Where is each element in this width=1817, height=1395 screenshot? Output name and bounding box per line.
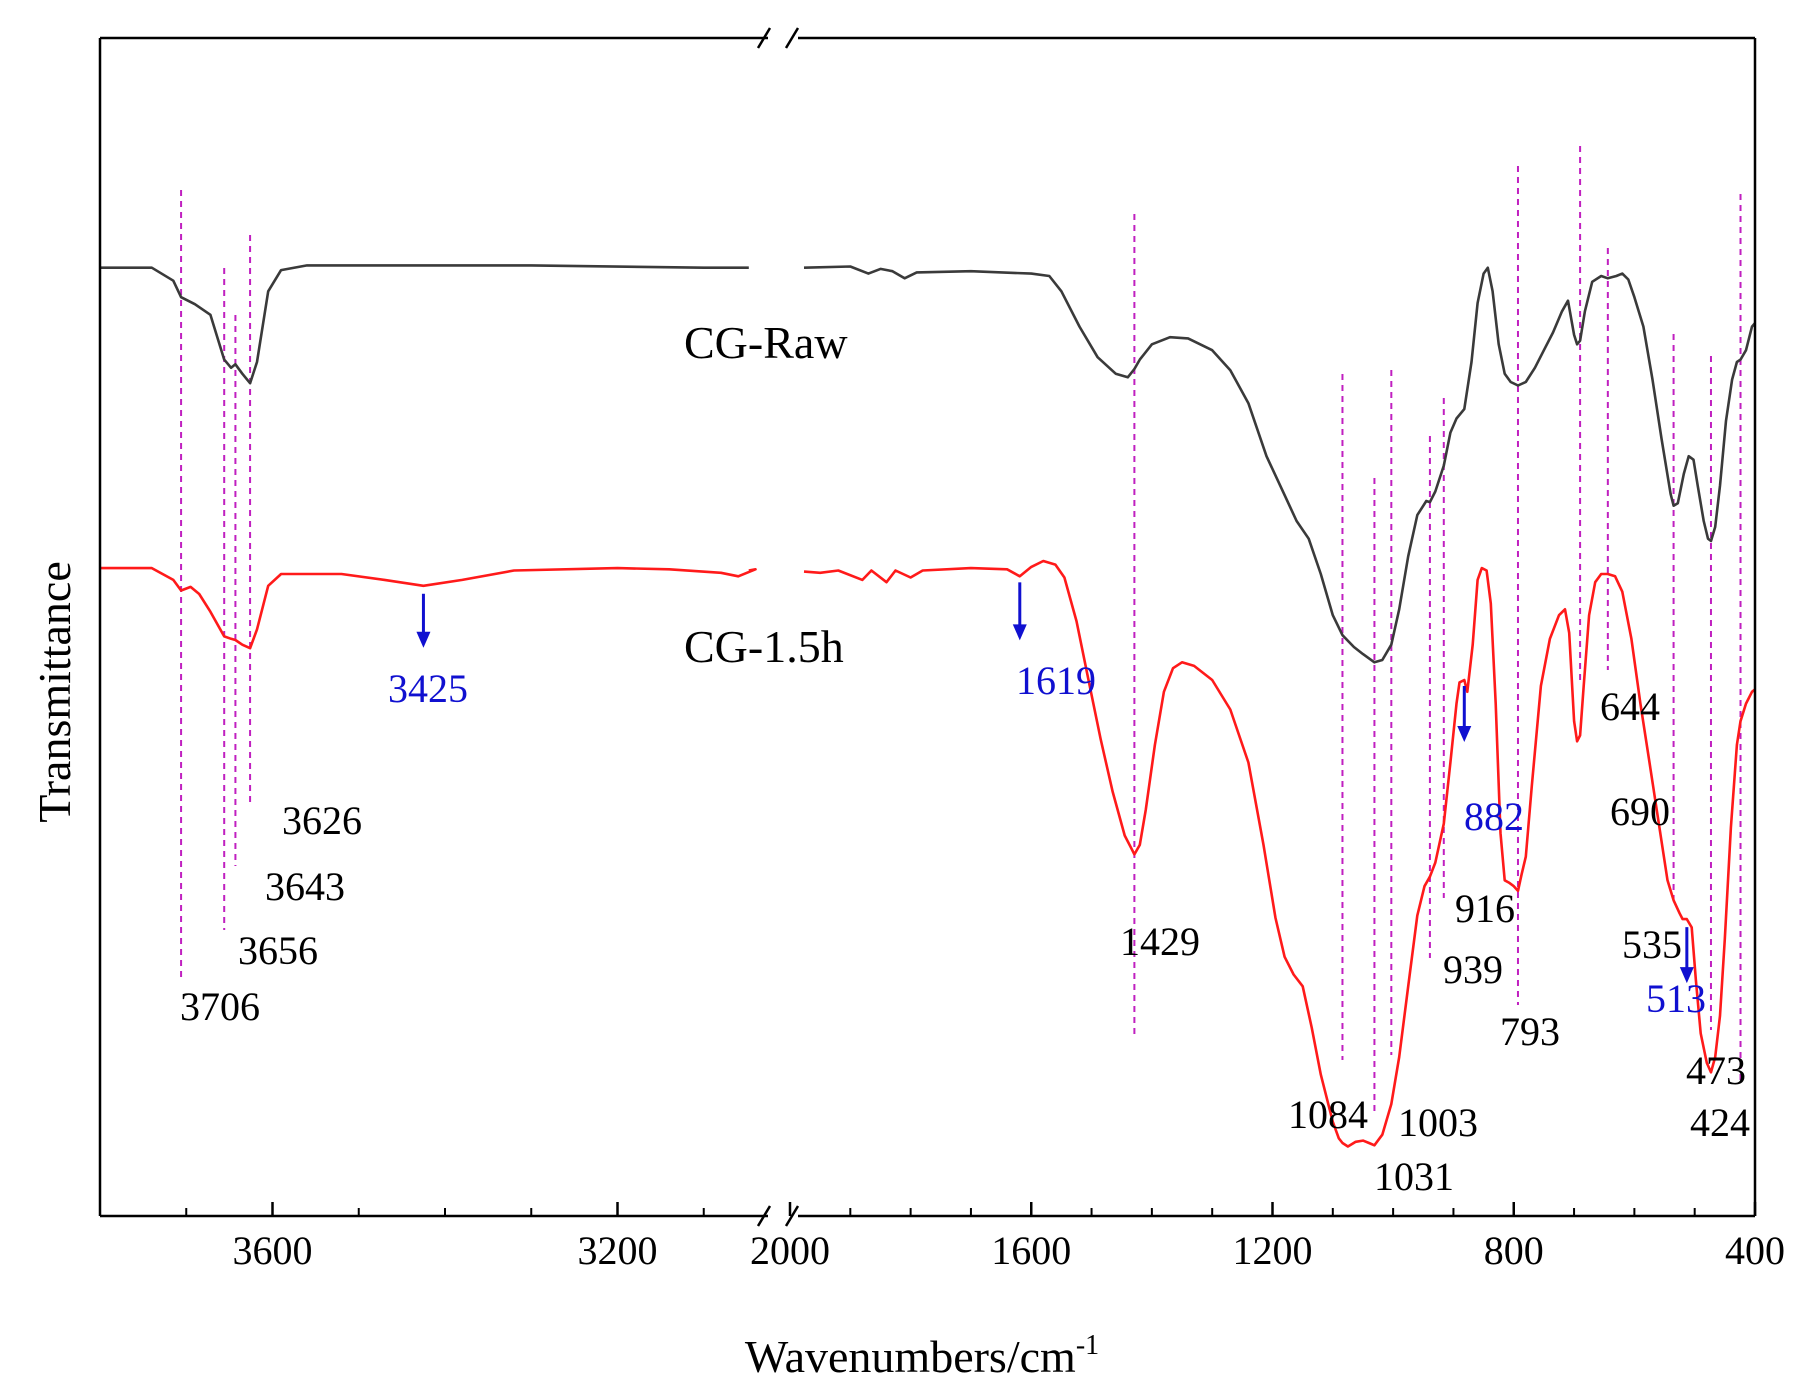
- series-lines: [100, 264, 1756, 1148]
- arrow-head-882: [1457, 726, 1472, 743]
- peak-label-690: 690: [1610, 789, 1670, 834]
- peak-label-1429: 1429: [1120, 919, 1200, 964]
- peak-label-1084: 1084: [1288, 1092, 1368, 1137]
- arrow-head-1619: [1012, 624, 1027, 641]
- axis-break-mark-bottom-1: [756, 1205, 772, 1227]
- x-axis-title-text: Wavenumbers/cm: [745, 1331, 1076, 1382]
- arrow-label-1619: 1619: [1016, 658, 1096, 703]
- peak-label-424: 424: [1690, 1100, 1750, 1145]
- reference-lines: [180, 146, 1742, 1115]
- arrow-annotations: [416, 582, 1694, 984]
- peak-label-916: 916: [1455, 886, 1515, 931]
- peak-label-793: 793: [1500, 1009, 1560, 1054]
- axis-break-mark-bottom-2: [784, 1205, 800, 1227]
- peak-label-644: 644: [1600, 684, 1660, 729]
- series-line-cg-raw-part-1: [100, 264, 749, 385]
- series-label-treated: CG-1.5h: [684, 621, 844, 672]
- peak-label-3656: 3656: [238, 928, 318, 973]
- peak-label-535: 535: [1622, 922, 1682, 967]
- peak-label-3626: 3626: [282, 798, 362, 843]
- arrow-label-882: 882: [1464, 794, 1524, 839]
- axis-break-mark-top-1: [756, 27, 772, 49]
- peak-label-1031: 1031: [1374, 1154, 1454, 1199]
- x-axis-title-superscript: -1: [1076, 1330, 1099, 1361]
- series-label-raw: CG-Raw: [684, 317, 848, 368]
- series-line-cg-raw-part-2: [803, 265, 1756, 664]
- arrow-head-3425: [416, 631, 431, 648]
- series-line-cg-1-5h-part-2: [803, 559, 1756, 1148]
- x-tick-label-1200: 1200: [1233, 1228, 1313, 1273]
- x-tick-label-2000: 2000: [750, 1228, 830, 1273]
- peak-label-939: 939: [1443, 947, 1503, 992]
- x-axis-title: Wavenumbers/cm-1: [745, 1330, 1099, 1382]
- arrow-label-513: 513: [1646, 976, 1706, 1021]
- x-tick-label-800: 800: [1484, 1228, 1544, 1273]
- peak-label-3706: 3706: [180, 984, 260, 1029]
- y-axis-title: Transmittance: [29, 561, 80, 823]
- arrow-head-513: [1679, 967, 1694, 984]
- x-tick-label-1600: 1600: [991, 1228, 1071, 1273]
- x-tick-label-3200: 3200: [578, 1228, 658, 1273]
- peak-label-3643: 3643: [265, 864, 345, 909]
- peak-label-1003: 1003: [1398, 1100, 1478, 1145]
- x-tick-label-400: 400: [1725, 1228, 1785, 1273]
- peak-label-473: 473: [1686, 1048, 1746, 1093]
- arrow-label-3425: 3425: [388, 666, 468, 711]
- x-tick-label-3600: 3600: [233, 1228, 313, 1273]
- series-line-cg-1-5h-part-1: [100, 566, 757, 650]
- axes: 3600 3200 2000 1600 1200 800 400: [98, 27, 1785, 1273]
- axis-break-mark-top-2: [784, 27, 800, 49]
